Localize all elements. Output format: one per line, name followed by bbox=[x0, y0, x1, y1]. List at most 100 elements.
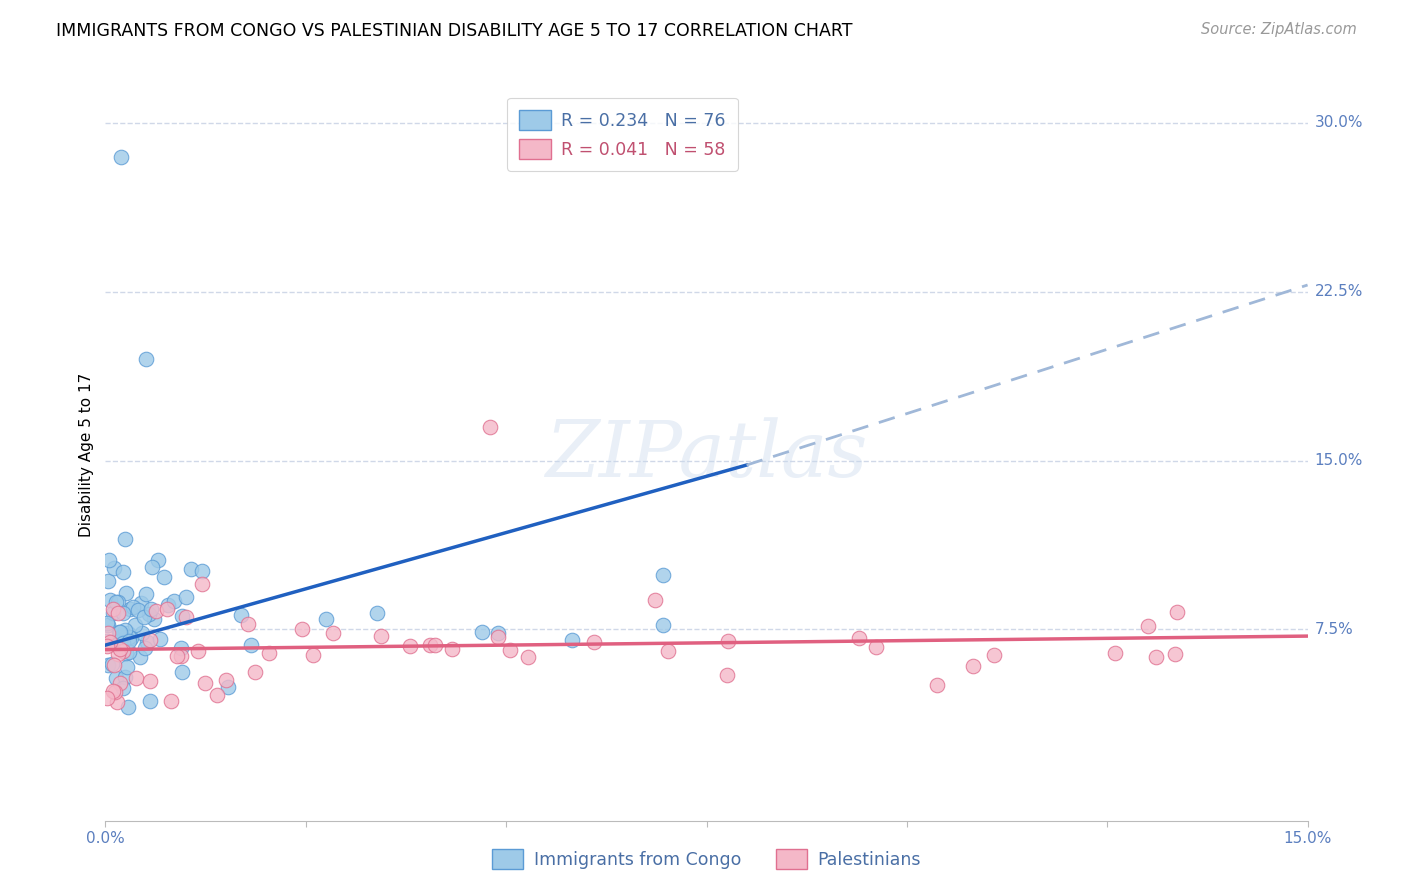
Point bbox=[152, 570, 174, 584]
Point bbox=[111, 636, 134, 650]
Point bbox=[97, 626, 120, 640]
Point bbox=[194, 676, 217, 690]
Point bbox=[236, 617, 259, 632]
Point bbox=[143, 612, 166, 626]
Point bbox=[561, 633, 583, 648]
Point bbox=[716, 668, 738, 682]
Point bbox=[1144, 649, 1167, 664]
Point bbox=[486, 630, 509, 644]
Point bbox=[114, 533, 136, 547]
Point bbox=[108, 675, 131, 690]
Point bbox=[217, 681, 239, 695]
Point bbox=[865, 640, 887, 654]
Point bbox=[107, 647, 129, 661]
Point bbox=[108, 625, 131, 640]
Point bbox=[927, 678, 949, 692]
Point bbox=[97, 618, 120, 632]
Point bbox=[149, 632, 172, 647]
Point bbox=[243, 665, 266, 679]
Point bbox=[101, 657, 124, 672]
Point bbox=[135, 587, 157, 601]
Point bbox=[419, 639, 441, 653]
Point bbox=[135, 635, 157, 649]
Point bbox=[110, 150, 132, 164]
Point bbox=[479, 419, 502, 434]
Point bbox=[120, 631, 142, 645]
Point bbox=[170, 649, 193, 664]
Point bbox=[652, 568, 675, 582]
Text: 30.0%: 30.0% bbox=[1315, 115, 1362, 130]
Point bbox=[205, 689, 228, 703]
Point bbox=[180, 562, 202, 576]
Point bbox=[366, 606, 388, 620]
Point bbox=[172, 608, 194, 623]
Point bbox=[471, 625, 494, 640]
Point bbox=[104, 595, 127, 609]
Point bbox=[114, 670, 136, 684]
Point bbox=[257, 646, 280, 660]
Point bbox=[120, 602, 142, 616]
Point bbox=[131, 626, 153, 640]
Point bbox=[141, 560, 163, 574]
Point bbox=[848, 631, 870, 645]
Point bbox=[97, 553, 120, 567]
Point bbox=[98, 592, 121, 607]
Point bbox=[1166, 605, 1188, 619]
Point bbox=[114, 586, 136, 600]
Point bbox=[657, 643, 679, 657]
Point bbox=[103, 601, 125, 615]
Point bbox=[166, 648, 188, 663]
Point bbox=[423, 638, 446, 652]
Point bbox=[187, 644, 209, 658]
Point bbox=[111, 565, 134, 579]
Point bbox=[97, 658, 120, 673]
Point bbox=[114, 623, 136, 637]
Point bbox=[962, 659, 984, 673]
Point bbox=[1136, 619, 1159, 633]
Point bbox=[117, 699, 139, 714]
Point bbox=[163, 594, 186, 608]
Point bbox=[107, 607, 129, 621]
Point bbox=[96, 690, 118, 705]
Point bbox=[117, 626, 139, 640]
Point bbox=[156, 602, 179, 616]
Point bbox=[101, 606, 124, 620]
Point bbox=[104, 637, 127, 651]
Point bbox=[129, 596, 152, 610]
Point bbox=[516, 649, 538, 664]
Text: 7.5%: 7.5% bbox=[1315, 622, 1354, 637]
Point bbox=[717, 633, 740, 648]
Point bbox=[134, 640, 156, 655]
Point bbox=[118, 645, 141, 659]
Point bbox=[125, 672, 148, 686]
Point bbox=[315, 612, 337, 626]
Point bbox=[652, 617, 675, 632]
Point bbox=[127, 602, 149, 616]
Point bbox=[112, 681, 135, 695]
Text: 22.5%: 22.5% bbox=[1315, 285, 1362, 299]
Point bbox=[124, 618, 146, 632]
Point bbox=[110, 624, 132, 639]
Point bbox=[101, 684, 124, 698]
Point bbox=[138, 607, 160, 622]
Point bbox=[160, 694, 183, 708]
Point bbox=[112, 644, 135, 658]
Point bbox=[582, 635, 605, 649]
Point bbox=[107, 595, 129, 609]
Point bbox=[110, 638, 132, 652]
Point bbox=[103, 658, 125, 673]
Point bbox=[103, 561, 125, 575]
Point bbox=[110, 630, 132, 644]
Point bbox=[145, 604, 167, 618]
Point bbox=[105, 695, 128, 709]
Point bbox=[121, 600, 143, 615]
Point bbox=[112, 628, 135, 642]
Point bbox=[399, 640, 422, 654]
Point bbox=[139, 602, 162, 616]
Point bbox=[118, 630, 141, 644]
Point bbox=[644, 593, 666, 607]
Point bbox=[1164, 647, 1187, 661]
Point bbox=[98, 635, 121, 649]
Point bbox=[176, 590, 198, 604]
Point bbox=[128, 649, 150, 664]
